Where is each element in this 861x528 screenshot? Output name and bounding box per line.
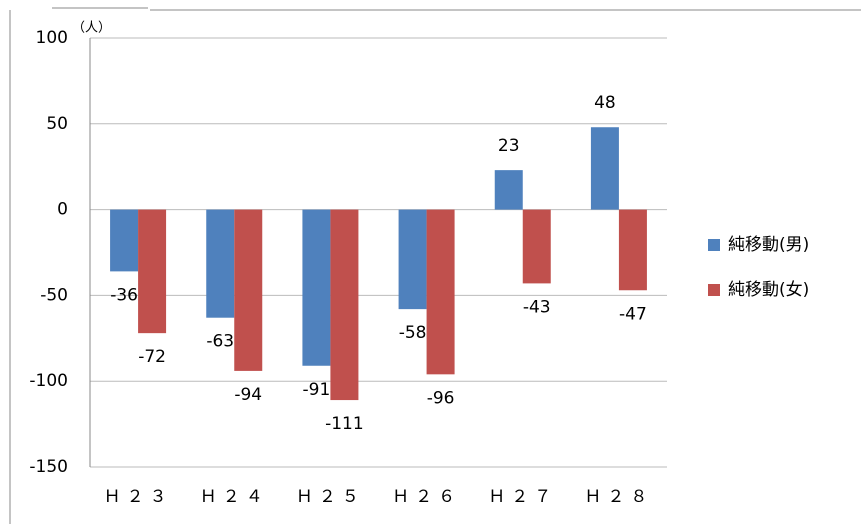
legend-swatch xyxy=(708,284,720,296)
bar xyxy=(522,209,551,284)
legend-label: 純移動(男) xyxy=(728,235,809,255)
bar xyxy=(206,209,235,318)
bar xyxy=(426,209,455,375)
legend-label: 純移動(女) xyxy=(728,280,809,300)
x-tick-label: Ｈ２３ xyxy=(104,487,173,507)
data-label: -94 xyxy=(234,385,262,405)
bar xyxy=(110,209,139,272)
unit-label: （人） xyxy=(72,21,111,36)
data-label: -72 xyxy=(138,347,166,367)
y-tick-label: 100 xyxy=(36,28,68,48)
legend-swatch xyxy=(708,239,720,251)
bar xyxy=(234,209,263,371)
data-label: -43 xyxy=(523,297,551,317)
data-label: -47 xyxy=(619,304,647,324)
data-label: -58 xyxy=(399,323,427,343)
x-tick-label: Ｈ２４ xyxy=(200,487,269,507)
bar xyxy=(398,209,427,310)
data-label: -36 xyxy=(110,285,138,305)
data-label: -91 xyxy=(303,380,331,400)
bar xyxy=(590,127,619,210)
data-label: -63 xyxy=(206,332,234,352)
data-label: -111 xyxy=(325,414,364,434)
bar xyxy=(330,209,359,401)
y-tick-label: 50 xyxy=(46,114,68,134)
x-tick-label: Ｈ２８ xyxy=(584,487,653,507)
x-tick-label: Ｈ２７ xyxy=(488,487,557,507)
bar xyxy=(138,209,167,334)
bar xyxy=(494,170,523,210)
data-label: 23 xyxy=(498,136,520,156)
y-tick-label: -150 xyxy=(29,457,68,477)
bar xyxy=(618,209,647,291)
y-tick-label: -50 xyxy=(40,285,68,305)
y-tick-label: -100 xyxy=(29,371,68,391)
data-label: 48 xyxy=(594,93,616,113)
x-tick-label: Ｈ２６ xyxy=(392,487,461,507)
y-tick-label: 0 xyxy=(57,200,68,220)
x-tick-label: Ｈ２５ xyxy=(296,487,365,507)
data-label: -96 xyxy=(427,388,455,408)
bar xyxy=(302,209,331,366)
